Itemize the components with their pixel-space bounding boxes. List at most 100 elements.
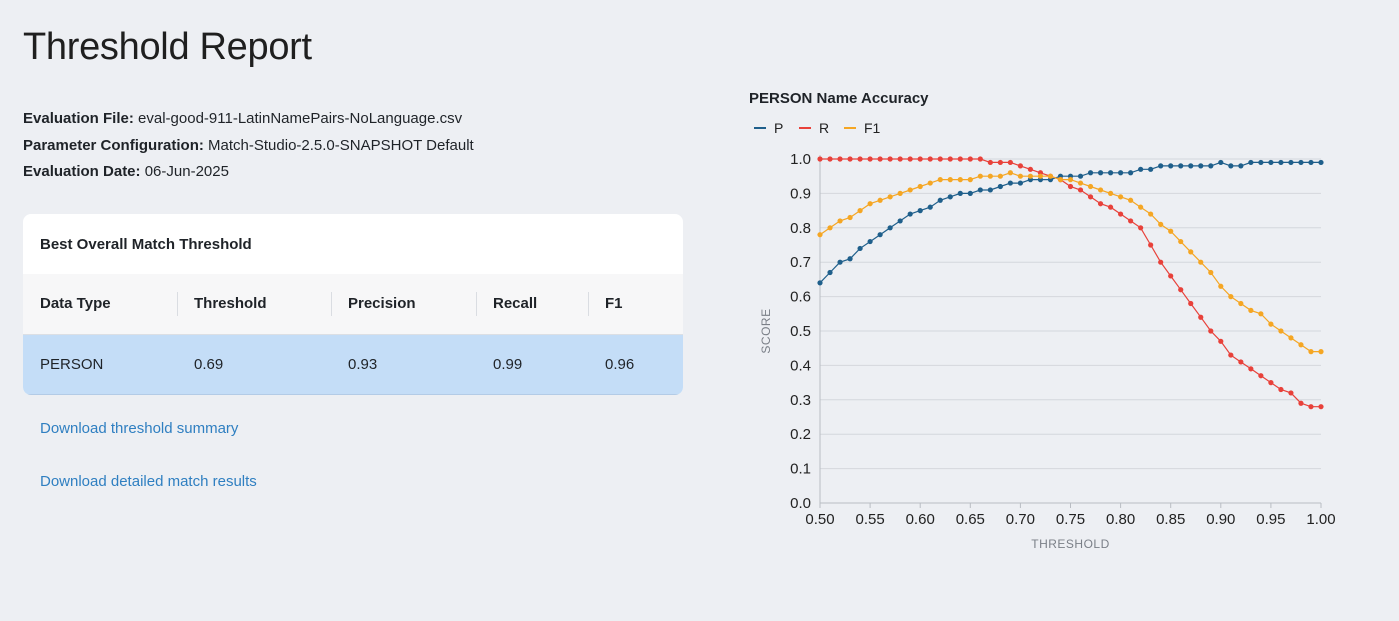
data-point-f1 (867, 201, 873, 207)
column-header-threshold: Threshold (177, 274, 331, 335)
y-tick-label: 0.3 (790, 392, 811, 409)
table-row[interactable]: PERSON 0.69 0.93 0.99 0.96 (23, 334, 683, 395)
data-point-p (1258, 159, 1264, 166)
data-point-f1 (947, 177, 953, 183)
data-point-r (1248, 366, 1254, 372)
data-point-r (1308, 404, 1314, 410)
y-tick-label: 0.4 (790, 357, 811, 374)
data-point-p (857, 245, 863, 252)
data-point-f1 (1087, 183, 1094, 190)
data-point-f1 (917, 183, 923, 190)
y-tick-label: 0.5 (790, 323, 811, 340)
data-point-f1 (1208, 269, 1214, 276)
data-point-p (867, 238, 873, 245)
cell-data-type: PERSON (23, 334, 177, 395)
evaluation-meta: Evaluation File: eval-good-911-LatinName… (23, 106, 474, 186)
data-point-r (1288, 390, 1294, 396)
data-point-f1 (1198, 259, 1204, 265)
column-header-precision: Precision (331, 274, 476, 335)
data-point-r (1178, 287, 1184, 293)
download-threshold-summary-link[interactable]: Download threshold summary (40, 420, 239, 437)
evaluation-file-label: Evaluation File: (23, 110, 134, 127)
accuracy-chart: P R F1 0.00.10.20.30.40.50.60.70.80.91.00.… (754, 120, 1336, 551)
table-header-row: Data Type Threshold Precision Recall F1 (23, 274, 683, 335)
data-point-r (877, 156, 883, 162)
data-point-r (867, 156, 873, 162)
data-point-p (837, 259, 843, 265)
data-point-f1 (957, 177, 963, 183)
data-point-r (1017, 163, 1023, 169)
data-point-f1 (1228, 294, 1234, 300)
legend-label-r: R (819, 120, 829, 136)
data-point-f1 (1188, 249, 1194, 255)
data-point-r (827, 156, 833, 162)
data-point-f1 (977, 173, 983, 179)
data-point-r (847, 156, 853, 162)
data-point-f1 (847, 214, 853, 221)
data-point-p (1138, 166, 1144, 172)
parameter-config-row: Parameter Configuration: Match-Studio-2.… (23, 133, 474, 160)
data-point-r (1128, 218, 1134, 224)
column-header-f1: F1 (588, 274, 683, 335)
data-point-p (887, 225, 893, 231)
data-point-f1 (887, 194, 893, 200)
evaluation-file-row: Evaluation File: eval-good-911-LatinName… (23, 106, 474, 133)
data-point-p (1288, 159, 1294, 166)
data-point-f1 (817, 232, 823, 238)
data-point-r (957, 156, 963, 162)
data-point-r (817, 156, 823, 162)
x-tick-label: 0.75 (1056, 511, 1085, 528)
data-point-f1 (1288, 335, 1294, 341)
data-point-r (1148, 242, 1154, 248)
y-tick-label: 0.1 (790, 461, 811, 478)
data-point-r (947, 156, 953, 162)
data-point-p (817, 280, 823, 286)
data-point-r (1198, 314, 1204, 320)
data-point-f1 (1007, 170, 1013, 176)
data-point-p (957, 190, 963, 196)
data-point-r (927, 156, 933, 162)
y-tick-label: 0.8 (790, 220, 811, 237)
data-point-r (937, 156, 943, 162)
data-point-p (1128, 170, 1134, 176)
data-point-f1 (1128, 197, 1134, 203)
data-point-p (1017, 180, 1023, 186)
y-axis-title: SCORE (759, 308, 773, 353)
data-point-f1 (1248, 307, 1254, 313)
data-point-f1 (1107, 190, 1114, 196)
page-title: Threshold Report (23, 26, 312, 68)
y-tick-label: 0.0 (790, 495, 811, 512)
data-point-p (1118, 170, 1124, 176)
data-point-r (1258, 373, 1264, 379)
evaluation-date-row: Evaluation Date: 06-Jun-2025 (23, 159, 474, 186)
y-tick-label: 1.0 (790, 151, 811, 168)
chart-axes: 0.0 0.1 0.2 0.3 0.4 0.5 0.6 0.7 0.8 0.9 1.0 0.50 0.5… (790, 151, 1335, 528)
data-point-p (1228, 163, 1234, 169)
data-point-f1 (1218, 283, 1224, 289)
data-point-f1 (1047, 173, 1054, 179)
y-tick-label: 0.9 (790, 185, 811, 202)
column-header-data-type: Data Type (23, 274, 177, 335)
data-point-p (907, 211, 913, 217)
data-point-p (1097, 170, 1104, 176)
data-point-r (1218, 338, 1224, 344)
data-point-r (1027, 166, 1034, 172)
download-match-results-link[interactable]: Download detailed match results (40, 473, 257, 490)
x-tick-label: 0.85 (1156, 511, 1185, 528)
data-point-p (947, 194, 953, 200)
x-tick-label: 0.80 (1106, 511, 1135, 528)
data-point-p (977, 187, 983, 193)
data-point-f1 (1318, 349, 1324, 355)
data-point-p (987, 187, 993, 193)
data-point-r (857, 156, 863, 162)
data-point-r (1087, 194, 1094, 200)
data-point-p (1007, 180, 1013, 186)
y-tick-label: 0.2 (790, 426, 811, 443)
threshold-table: Data Type Threshold Precision Recall F1 … (23, 274, 683, 395)
data-point-r (1077, 187, 1084, 193)
x-tick-label: 0.55 (855, 511, 884, 528)
data-point-p (1087, 170, 1094, 176)
data-point-f1 (1238, 300, 1244, 307)
data-point-f1 (1067, 177, 1074, 183)
cell-recall: 0.99 (476, 334, 588, 395)
